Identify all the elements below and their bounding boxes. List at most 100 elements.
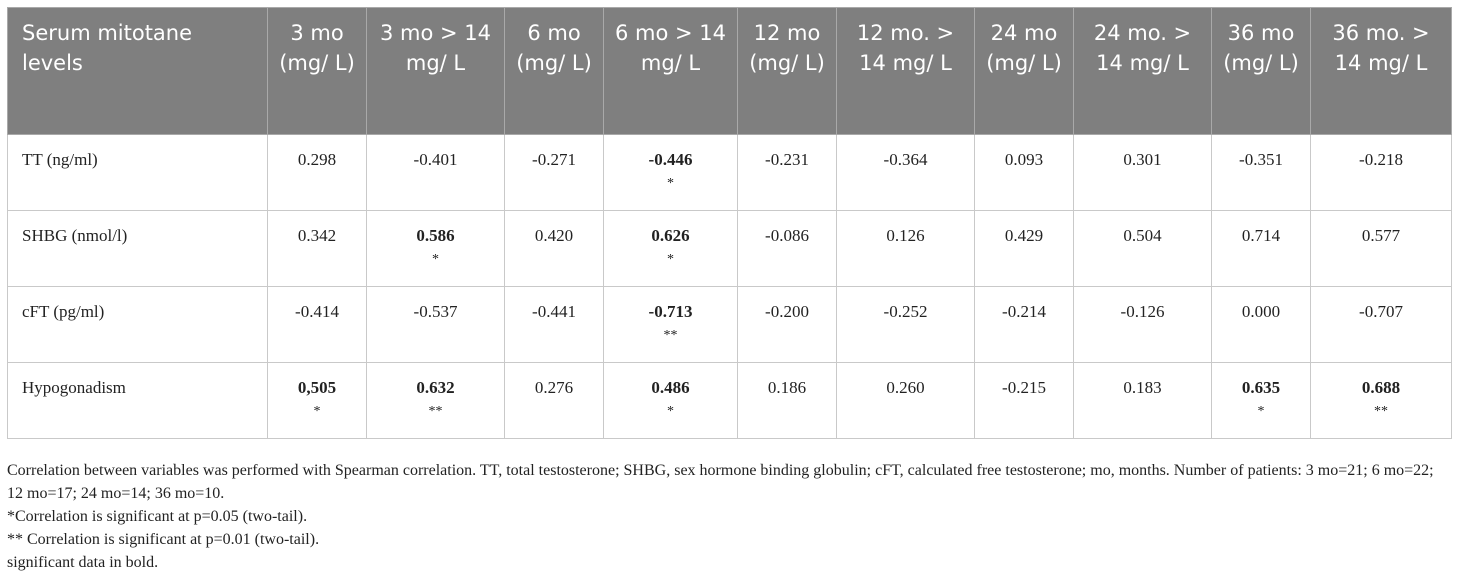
cell-value: -0.351: [1239, 150, 1283, 169]
cell-value: -0.441: [532, 302, 576, 321]
cell-value: -0.537: [413, 302, 458, 321]
table-cell: -0.537: [366, 286, 505, 363]
cell-value: 0.301: [1123, 150, 1162, 169]
header-cell: Serum mitotane levels: [7, 7, 268, 135]
cell-value: -0.126: [1120, 302, 1165, 321]
cell-value: 0.635: [1241, 378, 1281, 397]
table-cell: 0.000: [1211, 286, 1311, 363]
cell-value: 0.126: [886, 226, 925, 245]
significance-marker: *: [667, 252, 674, 267]
table-cell: -0.218: [1310, 134, 1452, 211]
footnote: *Correlation is significant at p=0.05 (t…: [7, 508, 308, 525]
cell-value: 0.486: [651, 378, 690, 397]
table-cell: 0.688 **: [1310, 362, 1452, 439]
table-cell: 0,505 *: [267, 362, 367, 439]
table-cell: -0.271: [504, 134, 604, 211]
cell-value: 0.420: [534, 226, 574, 245]
cell-value: -0.215: [1002, 378, 1046, 397]
header-cell: 6 mo > 14 mg/ L: [603, 7, 738, 135]
table-cell: -0.401: [366, 134, 505, 211]
row-label: TT (ng/ml): [7, 134, 268, 211]
header-cell: 36 mo (mg/ L): [1211, 7, 1311, 135]
table-cell: -0.414: [267, 286, 367, 363]
cell-value: 0.186: [767, 378, 807, 397]
cell-value: 0.632: [416, 378, 455, 397]
cell-value: 0.586: [416, 226, 455, 245]
table-cell: 0.504: [1073, 210, 1212, 287]
cell-value: -0.707: [1359, 302, 1403, 321]
cell-value: 0.276: [534, 378, 574, 397]
header-cell: 12 mo. > 14 mg/ L: [836, 7, 975, 135]
table-cell: -0.446 *: [603, 134, 738, 211]
cell-value: 0.183: [1123, 378, 1162, 397]
table-cell: 0.420: [504, 210, 604, 287]
significance-marker: **: [1374, 404, 1388, 419]
cell-value: -0.231: [765, 150, 809, 169]
significance-marker: **: [663, 328, 678, 343]
cell-value: 0.342: [297, 226, 337, 245]
cell-value: 0.626: [651, 226, 690, 245]
table-cell: 0.635 *: [1211, 362, 1311, 439]
significance-marker: *: [432, 252, 439, 267]
table-cell: 0.186: [737, 362, 837, 439]
cell-value: -0.086: [765, 226, 809, 245]
cell-value: -0.218: [1359, 150, 1403, 169]
cell-value: 0.298: [297, 150, 337, 169]
header-cell: 3 mo > 14 mg/ L: [366, 7, 505, 135]
table-cell: 0.301: [1073, 134, 1212, 211]
cell-value: -0.364: [883, 150, 928, 169]
table-row: SHBG (nmol/l) 0.342 0.586 * 0.420 0.626 * -0.08…: [7, 210, 1452, 287]
table-cell: -0.231: [737, 134, 837, 211]
table-cell: 0.093: [974, 134, 1074, 211]
footnote: ** Correlation is significant at p=0.01 …: [7, 531, 320, 548]
cell-value: 0.260: [886, 378, 925, 397]
table-cell: -0.215: [974, 362, 1074, 439]
table-row: TT (ng/ml) 0.298 -0.401 -0.271 -0.446 * -0.231…: [7, 134, 1452, 211]
cell-value: -0.271: [532, 150, 576, 169]
cell-value: -0.414: [295, 302, 339, 321]
table-cell: 0.632 **: [366, 362, 505, 439]
table-footnotes: Correlation between variables was perfor…: [7, 459, 1453, 574]
header-cell: 24 mo. > 14 mg/ L: [1073, 7, 1212, 135]
table-row: Hypogonadism 0,505 * 0.632 ** 0.276 0.486 * 0.18…: [7, 362, 1452, 439]
table-cell: -0.713 **: [603, 286, 738, 363]
cell-value: 0.429: [1004, 226, 1044, 245]
header-cell: 3 mo (mg/ L): [267, 7, 367, 135]
cell-value: 0.577: [1361, 226, 1401, 245]
cell-value: 0.093: [1004, 150, 1044, 169]
table-row: cFT (pg/ml) -0.414 -0.537 -0.441 -0.713 ** -0.…: [7, 286, 1452, 363]
table-cell: 0.298: [267, 134, 367, 211]
footnote: significant data in bold.: [7, 554, 159, 571]
header-cell: 6 mo (mg/ L): [504, 7, 604, 135]
significance-marker: *: [313, 404, 321, 419]
header-cell: 36 mo. > 14 mg/ L: [1310, 7, 1452, 135]
cell-value: -0.446: [648, 150, 693, 169]
significance-marker: **: [428, 404, 443, 419]
header-cell: 12 mo (mg/ L): [737, 7, 837, 135]
significance-marker: *: [1257, 404, 1265, 419]
table-cell: 0.486 *: [603, 362, 738, 439]
table-cell: 0.276: [504, 362, 604, 439]
footnote: Correlation between variables was perfor…: [7, 462, 1434, 502]
cell-value: -0.401: [413, 150, 458, 169]
cell-value: 0,505: [297, 378, 337, 397]
table-cell: -0.351: [1211, 134, 1311, 211]
table-cell: 0.126: [836, 210, 975, 287]
cell-value: 0.504: [1123, 226, 1162, 245]
table-cell: 0.342: [267, 210, 367, 287]
table-cell: 0.577: [1310, 210, 1452, 287]
significance-marker: *: [667, 404, 674, 419]
table-cell: -0.126: [1073, 286, 1212, 363]
table-cell: -0.086: [737, 210, 837, 287]
table-cell: -0.707: [1310, 286, 1452, 363]
table-cell: 0.429: [974, 210, 1074, 287]
row-label: Hypogonadism: [7, 362, 268, 439]
cell-value: -0.252: [883, 302, 928, 321]
table-header: Serum mitotane levels 3 mo (mg/ L) 3 mo …: [7, 7, 1452, 135]
table-body: TT (ng/ml) 0.298 -0.401 -0.271 -0.446 * -0.231…: [7, 134, 1452, 439]
table-cell: 0.260: [836, 362, 975, 439]
row-label: cFT (pg/ml): [7, 286, 268, 363]
table-cell: 0.714: [1211, 210, 1311, 287]
header-row: Serum mitotane levels 3 mo (mg/ L) 3 mo …: [7, 7, 1452, 135]
cell-value: 0.714: [1241, 226, 1281, 245]
